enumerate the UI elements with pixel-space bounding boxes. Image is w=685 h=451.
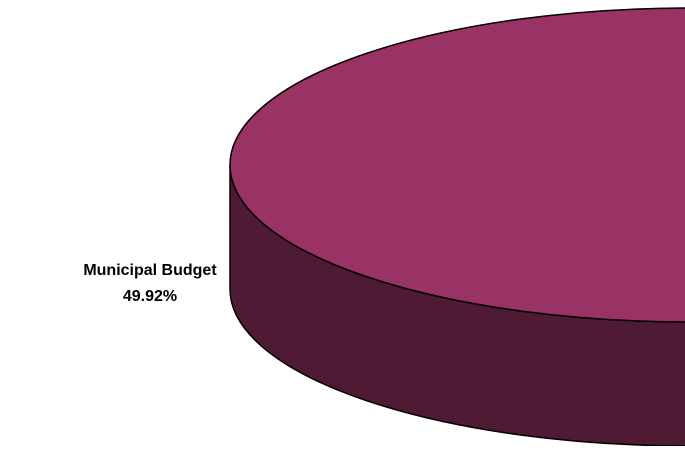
- slice-label-value: 49.92%: [122, 288, 178, 305]
- slice-data-label: Municipal Budget 49.92%: [0, 258, 300, 310]
- slice-label-name: Municipal Budget: [83, 262, 217, 279]
- pie-slice-top-municipal-budget: [229, 7, 685, 323]
